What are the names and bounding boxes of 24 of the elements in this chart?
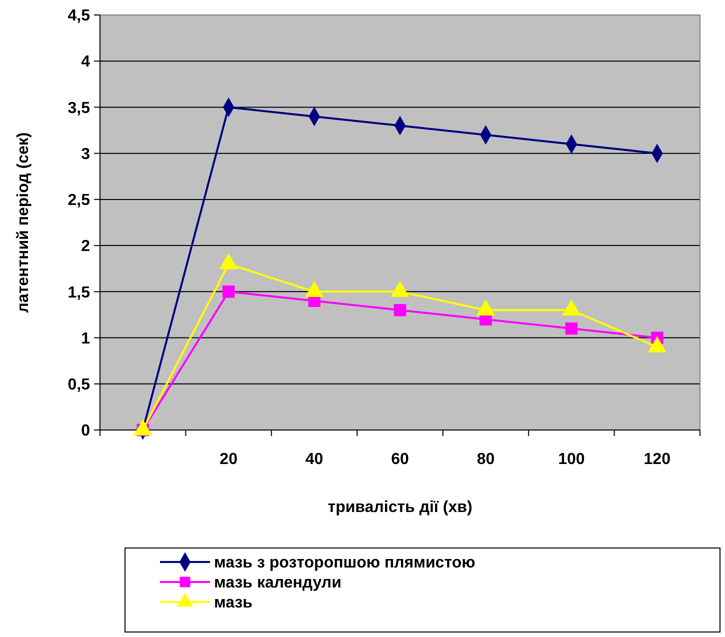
point (222, 286, 235, 298)
y-tick-label: 4 (81, 54, 90, 71)
y-tick-label: 1 (81, 330, 90, 348)
y-axis-title: латентний період (сек) (15, 132, 32, 313)
y-tick-label: 0,5 (68, 376, 90, 394)
y-tick-label: 0 (81, 422, 90, 440)
y-tick-label: 1,5 (68, 284, 90, 302)
x-axis-title: тривалість дії (хв) (328, 499, 472, 516)
y-tick-label: 3,5 (68, 100, 90, 117)
x-tick-label: 80 (476, 451, 495, 468)
y-tick-label: 3 (81, 146, 90, 163)
legend-label: мазь (214, 594, 253, 612)
point (394, 304, 406, 316)
x-tick-label: 40 (305, 451, 324, 468)
x-tick-label: 20 (220, 451, 238, 468)
x-tick-label: 120 (644, 451, 671, 468)
legend-label: мазь календули (214, 574, 342, 592)
point (565, 322, 578, 335)
y-tick-label: 2,5 (68, 192, 90, 210)
x-tick-label: 100 (558, 451, 585, 468)
y-tick-label: 2 (81, 238, 90, 256)
x-tick-label: 60 (391, 451, 409, 468)
y-tick-label: 4,5 (68, 8, 90, 25)
legend-label: мазь з розторопшою плямистою (214, 554, 476, 572)
